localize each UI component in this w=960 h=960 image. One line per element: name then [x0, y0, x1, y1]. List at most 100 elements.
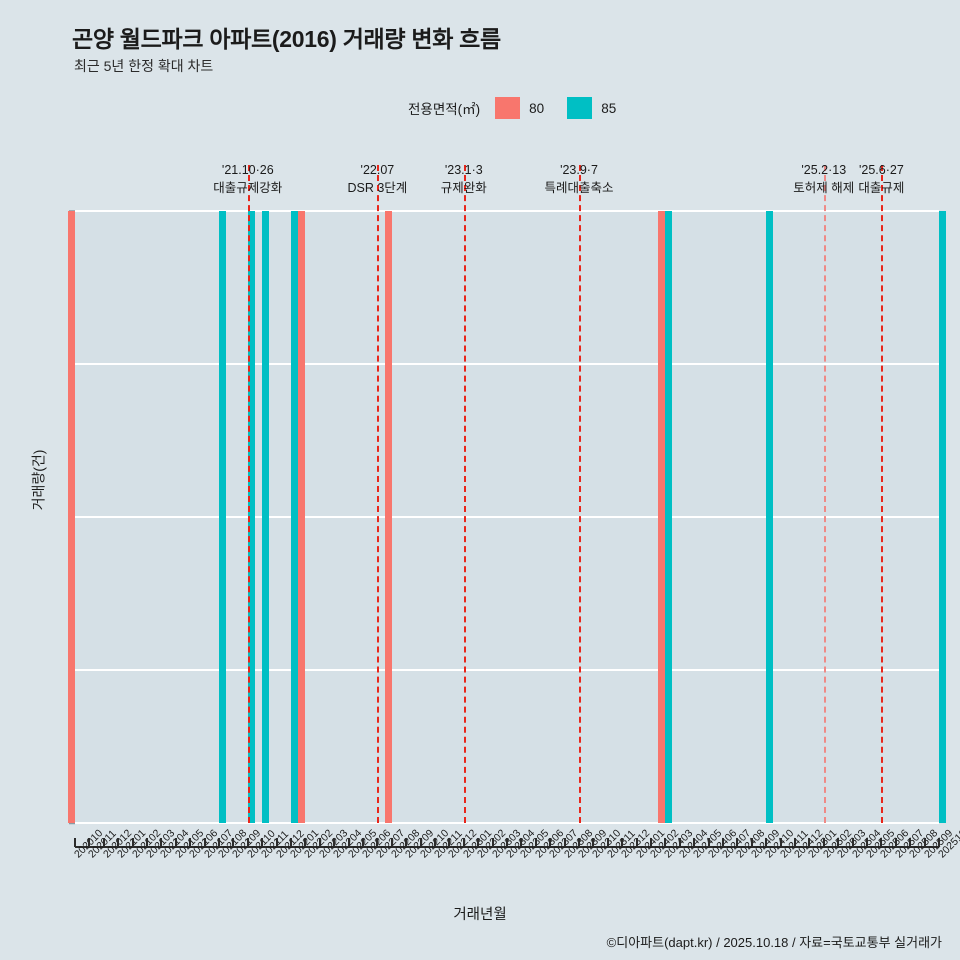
x-axis-tick-mark [477, 838, 480, 847]
event-annotation-label: '22.07 DSR 3단계 [347, 161, 407, 197]
x-axis-line [75, 846, 939, 848]
x-axis-tick-mark [448, 838, 451, 847]
event-marker-line [377, 165, 380, 823]
x-axis-tick-mark [808, 838, 811, 847]
plot-area: 0.000.250.500.751.00 [68, 165, 946, 824]
x-axis-label: 거래년월 [453, 907, 507, 923]
event-date: '22.07 [360, 163, 395, 177]
x-axis-tick-mark [491, 838, 494, 847]
x-axis-tick-mark [304, 838, 307, 847]
gridline [75, 363, 939, 365]
bar [658, 211, 666, 823]
legend-label-80: 80 [529, 100, 545, 116]
event-description: 특례대출축소 [544, 181, 614, 196]
event-marker-line [463, 165, 466, 823]
event-marker-line [823, 165, 826, 823]
legend-title: 전용면적(㎡) [408, 102, 481, 117]
event-description: 토허제 해제 [793, 181, 855, 196]
x-axis-tick-mark [650, 838, 652, 847]
x-axis-tick-mark [866, 838, 868, 847]
x-axis-tick-mark [520, 838, 523, 847]
x-axis-tick-mark [506, 838, 508, 847]
x-axis-tick-mark [434, 838, 436, 847]
bar [247, 211, 255, 823]
x-axis-tick-mark [462, 838, 465, 847]
x-axis-tick-mark [318, 838, 321, 847]
event-annotation-label: '25.6·27 대출규제 [858, 161, 904, 197]
legend-swatch-85 [567, 97, 593, 119]
event-description: 대출규제 [858, 181, 905, 196]
x-axis-tick-mark [621, 838, 624, 847]
x-axis-tick-mark [664, 838, 667, 847]
x-axis-tick-mark [218, 838, 220, 847]
x-axis-tick-mark [765, 838, 768, 847]
event-date: '21.10·26 [221, 163, 274, 177]
x-axis-tick-mark [894, 838, 897, 847]
gridline [75, 669, 939, 671]
x-axis-tick-mark [549, 838, 552, 847]
chart-title: 곤양 월드파크 아파트(2016) 거래량 변화 흐름 [72, 26, 501, 52]
bar [219, 211, 226, 823]
x-axis-tick-mark [376, 838, 379, 847]
x-axis-tick-mark [923, 838, 926, 847]
x-axis-tick-mark [736, 838, 739, 847]
x-axis-tick-mark [750, 838, 753, 847]
x-axis-tick-mark [578, 838, 580, 847]
x-axis-tick-mark [347, 838, 350, 847]
x-axis-tick-mark [146, 838, 148, 847]
x-axis-tick-mark [822, 838, 825, 847]
x-axis-tick-mark [246, 838, 249, 847]
x-axis-tick-mark [592, 838, 595, 847]
event-annotation-label: '25.2·13 토허제 해제 [793, 161, 854, 197]
bar [766, 211, 774, 823]
x-axis-tick-mark [261, 838, 264, 847]
x-axis-tick-mark [102, 838, 105, 847]
x-axis-tick-mark [779, 838, 782, 847]
footer-credit: ©디아파트(dapt.kr) / 2025.10.18 / 자료=국토교통부 실… [606, 935, 942, 950]
x-axis-tick-mark [232, 838, 235, 847]
event-description: 대출규제강화 [213, 181, 283, 196]
bar [939, 211, 946, 823]
event-marker-line [579, 165, 581, 823]
event-annotation-label: '21.10·26 대출규제강화 [213, 161, 282, 197]
x-axis-tick-mark [909, 838, 912, 847]
legend-label-85: 85 [601, 100, 617, 116]
x-axis-tick-mark [74, 838, 76, 847]
gridline [75, 210, 939, 212]
event-annotation-label: '23.9·7 특례대출축소 [544, 161, 613, 197]
y-axis-tick-mark [69, 822, 75, 824]
x-axis-tick-mark [203, 838, 206, 847]
x-axis-tick-mark [722, 838, 724, 847]
chart-subtitle: 최근 5년 한정 확대 차트 [74, 58, 214, 74]
event-date: '23.9·7 [560, 163, 598, 177]
x-axis-tick-mark [419, 838, 422, 847]
x-axis-tick-mark [189, 838, 192, 847]
x-axis-tick-mark [707, 838, 710, 847]
x-axis-tick-mark [88, 838, 91, 847]
x-axis-tick-mark [290, 838, 292, 847]
event-description: 규제완화 [440, 181, 487, 196]
x-axis-tick-mark [563, 838, 566, 847]
bar [298, 211, 306, 823]
x-axis-tick-mark [362, 838, 364, 847]
x-axis-tick-mark [160, 838, 163, 847]
gridline [75, 516, 939, 518]
x-axis-tick-mark [693, 838, 696, 847]
event-date: '25.2·13 [801, 163, 847, 177]
bar [262, 211, 270, 823]
x-axis-tick-mark [635, 838, 638, 847]
event-marker-line [247, 165, 250, 823]
x-axis-tick-mark [174, 838, 177, 847]
bar [291, 211, 298, 823]
x-axis-tick-mark [131, 838, 134, 847]
bar [665, 211, 673, 823]
legend-swatch-80 [495, 97, 521, 119]
event-date: '23.1·3 [444, 163, 483, 177]
x-axis-tick-mark [534, 838, 537, 847]
x-axis-tick-mark [606, 838, 609, 847]
x-axis-tick-mark [938, 838, 940, 847]
event-annotation-label: '23.1·3 규제완화 [441, 161, 487, 197]
event-marker-line [881, 165, 884, 823]
event-date: '25.6·27 [858, 163, 904, 177]
